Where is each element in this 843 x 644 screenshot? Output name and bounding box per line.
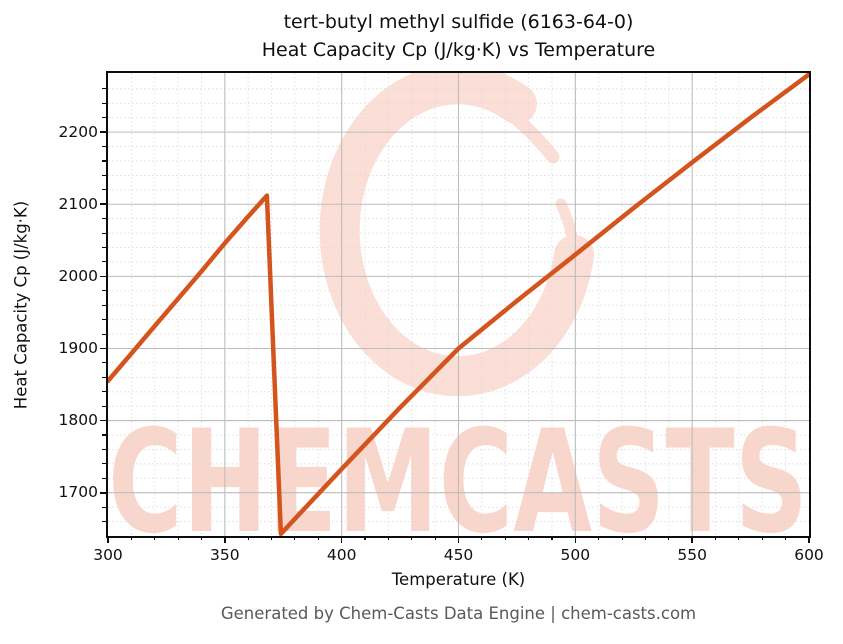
x-minor-tick xyxy=(551,536,553,540)
y-minor-tick xyxy=(102,246,106,249)
y-minor-tick xyxy=(102,304,106,306)
x-minor-tick xyxy=(317,536,319,540)
watermark-logo-swirl-top xyxy=(403,78,560,164)
x-major-tick xyxy=(340,536,343,543)
y-minor-tick xyxy=(102,102,106,104)
x-major-tick xyxy=(808,536,810,543)
x-minor-tick xyxy=(785,536,787,540)
x-minor-tick xyxy=(528,536,530,540)
y-minor-tick xyxy=(102,319,106,321)
x-tick-label: 450 xyxy=(443,546,474,564)
x-minor-tick xyxy=(434,536,436,540)
y-minor-tick xyxy=(102,218,106,220)
x-minor-tick xyxy=(130,536,132,540)
x-axis-label: Temperature (K) xyxy=(391,570,526,589)
x-major-tick xyxy=(457,536,460,543)
y-major-tick xyxy=(99,419,106,422)
x-minor-tick xyxy=(387,536,389,540)
x-tick-label: 500 xyxy=(560,546,591,564)
x-minor-tick xyxy=(247,536,249,540)
x-tick-label: 350 xyxy=(210,546,240,564)
y-minor-tick xyxy=(102,463,106,465)
y-tick-label: 1700 xyxy=(58,483,98,502)
x-major-tick xyxy=(691,536,693,543)
x-minor-tick xyxy=(598,536,600,540)
x-minor-tick xyxy=(504,536,506,540)
y-minor-tick xyxy=(102,261,106,263)
y-minor-tick xyxy=(102,477,106,479)
x-minor-tick xyxy=(200,536,202,540)
x-minor-tick xyxy=(714,536,717,540)
y-minor-tick xyxy=(102,290,106,292)
y-minor-tick xyxy=(102,391,106,393)
x-minor-tick xyxy=(271,536,273,540)
y-axis-label: Heat Capacity Cp (J/kg·K) xyxy=(11,200,31,410)
x-major-tick xyxy=(107,536,109,543)
y-minor-tick xyxy=(102,189,106,191)
y-minor-tick xyxy=(102,521,106,523)
x-minor-tick xyxy=(411,536,413,540)
x-minor-tick xyxy=(644,536,646,540)
chart-title: tert-butyl methyl sulfide (6163-64-0) He… xyxy=(108,8,809,64)
x-minor-tick xyxy=(154,536,156,540)
y-tick-label: 1900 xyxy=(58,338,98,357)
y-major-tick xyxy=(99,203,106,206)
y-minor-tick xyxy=(102,448,106,450)
x-tick-label: 550 xyxy=(677,546,707,564)
x-minor-tick xyxy=(294,536,296,540)
x-tick-label: 300 xyxy=(93,546,123,564)
y-tick-label: 2000 xyxy=(58,266,98,285)
x-major-tick xyxy=(574,536,577,543)
x-minor-tick xyxy=(761,536,763,540)
chart-title-line2: Heat Capacity Cp (J/kg·K) vs Temperature xyxy=(261,39,656,61)
y-tick-label: 2100 xyxy=(58,194,98,213)
x-minor-tick xyxy=(364,536,366,540)
y-major-tick xyxy=(99,491,106,494)
cp-vs-temperature-line xyxy=(108,73,809,536)
footer-credit: Generated by Chem-Casts Data Engine | ch… xyxy=(220,604,697,623)
y-minor-tick xyxy=(102,88,106,90)
y-minor-tick xyxy=(102,362,106,364)
x-minor-tick xyxy=(481,536,483,540)
y-major-tick xyxy=(99,131,106,133)
y-minor-tick xyxy=(102,506,106,508)
watermark-logo-ring xyxy=(319,73,594,397)
y-minor-tick xyxy=(102,160,106,162)
y-tick-label: 1800 xyxy=(58,411,98,430)
y-minor-tick xyxy=(102,174,106,176)
plot-area: CHEMCASTS xyxy=(106,71,811,538)
chart-title-line1: tert-butyl methyl sulfide (6163-64-0) xyxy=(283,11,634,33)
x-tick-label: 400 xyxy=(326,546,357,564)
y-major-tick xyxy=(99,275,106,278)
y-minor-tick xyxy=(102,117,106,119)
y-minor-tick xyxy=(102,434,106,436)
y-minor-tick xyxy=(102,333,106,335)
x-minor-tick xyxy=(668,536,670,540)
x-minor-tick xyxy=(177,536,179,540)
y-major-tick xyxy=(99,347,106,350)
x-tick-label: 600 xyxy=(794,546,824,564)
plot-canvas: CHEMCASTS xyxy=(108,73,809,536)
x-minor-tick xyxy=(738,536,740,540)
y-minor-tick xyxy=(102,405,106,407)
x-minor-tick xyxy=(621,536,623,540)
y-minor-tick xyxy=(102,232,106,234)
y-minor-tick xyxy=(102,146,106,148)
y-tick-label: 2200 xyxy=(58,122,98,141)
x-major-tick xyxy=(224,536,226,543)
y-minor-tick xyxy=(102,376,106,378)
